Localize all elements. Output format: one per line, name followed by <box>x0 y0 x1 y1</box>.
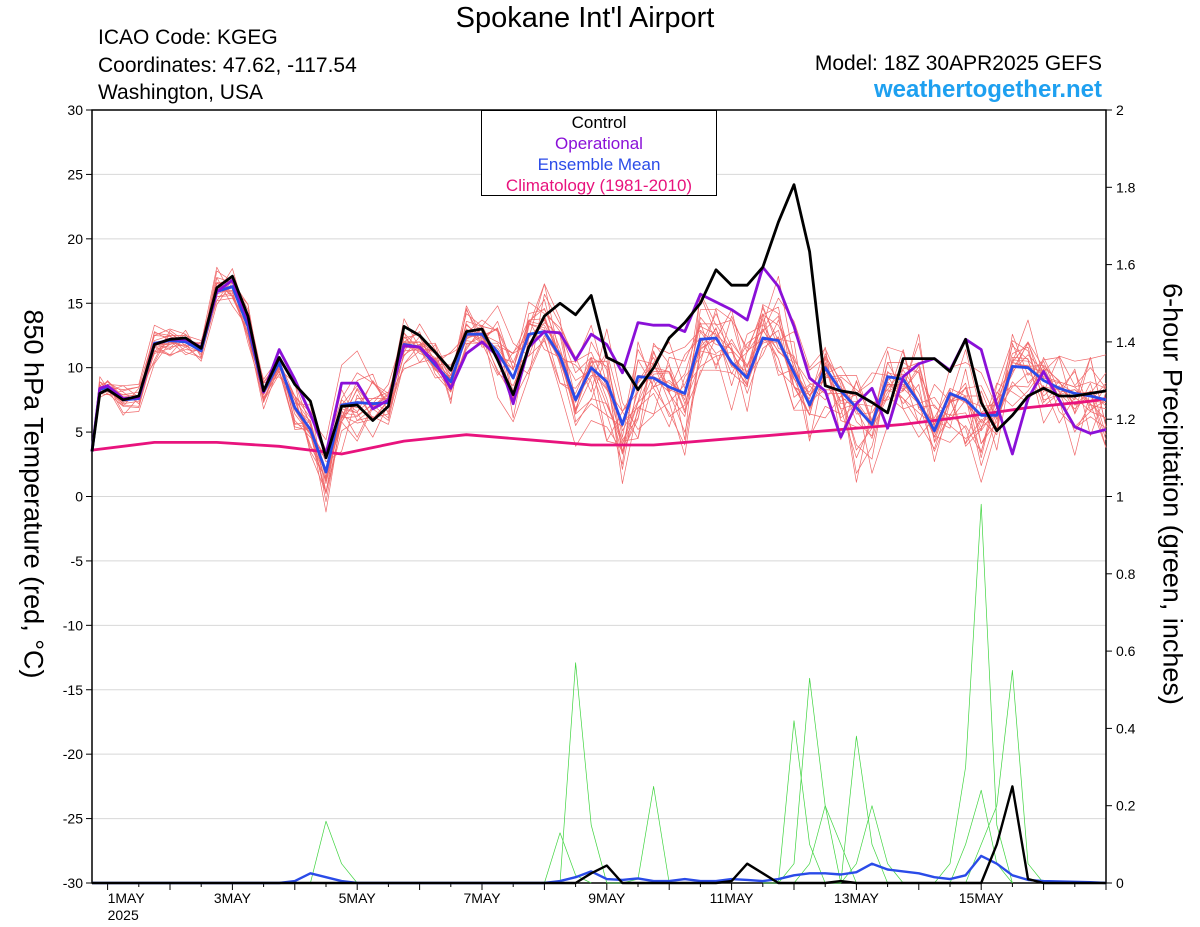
y2-tick-label: 0.6 <box>1116 643 1136 659</box>
y-tick-label: -25 <box>63 811 83 827</box>
y-tick-label: 15 <box>67 295 83 311</box>
legend-climatology: Climatology (1981-2010) <box>505 176 693 195</box>
site-link[interactable]: weathertogether.net <box>873 76 1102 103</box>
y-tick-label: -15 <box>63 682 83 698</box>
temperature-member-line <box>91 290 1107 481</box>
legend-ensemble-mean: Ensemble Mean <box>537 155 661 174</box>
y2-tick-label: 2 <box>1116 102 1124 118</box>
y-tick-label: -10 <box>63 617 83 633</box>
x-tick-label: 3MAY <box>214 890 252 906</box>
precip-member-line <box>949 789 1013 884</box>
precip-member-line <box>793 805 857 884</box>
y-tick-label: 5 <box>75 424 83 440</box>
x-tick-label: 5MAY <box>339 890 377 906</box>
precip-member-line <box>825 735 888 884</box>
x-tick-label: 15MAY <box>959 890 1005 906</box>
y-tick-label: 0 <box>75 489 83 505</box>
y-tick-label: -20 <box>63 746 83 762</box>
y-axis-title-left: 850 hPa Temperature (red, °C) <box>18 309 49 679</box>
x-tick-sublabel: 2025 <box>108 907 139 923</box>
y-tick-label: 20 <box>67 231 83 247</box>
y2-tick-label: 0.8 <box>1116 566 1136 582</box>
model-run: Model: 18Z 30APR2025 GEFS <box>814 52 1102 75</box>
y-tick-label: 10 <box>67 360 83 376</box>
legend-control: Control <box>571 113 627 132</box>
y-tick-label: -30 <box>63 875 83 891</box>
x-tick-label: 1MAY <box>108 890 146 906</box>
x-tick-label: 9MAY <box>588 890 626 906</box>
precip-member-line <box>965 670 1044 884</box>
series-climatology-1981-2010--temp <box>91 397 1107 456</box>
y2-tick-label: 1.8 <box>1116 179 1136 195</box>
y2-tick-label: 0 <box>1116 875 1124 891</box>
series-control-precip <box>92 785 1106 885</box>
y2-tick-label: 1 <box>1116 489 1124 505</box>
y2-tick-label: 1.2 <box>1116 411 1136 427</box>
series-control-temp <box>90 183 1107 460</box>
x-tick-label: 13MAY <box>834 890 880 906</box>
precip-member-line <box>622 786 685 884</box>
precip-member-line <box>762 720 826 884</box>
y2-tick-label: 0.2 <box>1116 798 1136 814</box>
legend: Control Operational Ensemble Mean Climat… <box>481 110 717 196</box>
precip-member-line <box>559 662 623 884</box>
temperature-member-line <box>91 292 1107 482</box>
y-tick-label: 25 <box>67 166 83 182</box>
coordinates: Coordinates: 47.62, -117.54 <box>98 54 357 77</box>
icao-code: ICAO Code: KGEG <box>98 26 278 49</box>
y-tick-label: 30 <box>67 102 83 118</box>
y2-tick-label: 1.4 <box>1116 334 1136 350</box>
y2-tick-label: 1.6 <box>1116 257 1136 273</box>
x-tick-label: 11MAY <box>710 890 754 906</box>
region: Washington, USA <box>98 81 263 104</box>
precip-member-line <box>310 820 373 884</box>
precip-member-line <box>778 677 842 884</box>
legend-operational: Operational <box>555 134 643 153</box>
y2-tick-label: 0.4 <box>1116 720 1136 736</box>
y-tick-label: -5 <box>71 553 84 569</box>
chart-title: Spokane Int'l Airport <box>455 2 715 34</box>
y-axis-title-right: 6-hour Precipitation (green, inches) <box>1157 283 1188 705</box>
x-tick-label: 7MAY <box>463 890 501 906</box>
